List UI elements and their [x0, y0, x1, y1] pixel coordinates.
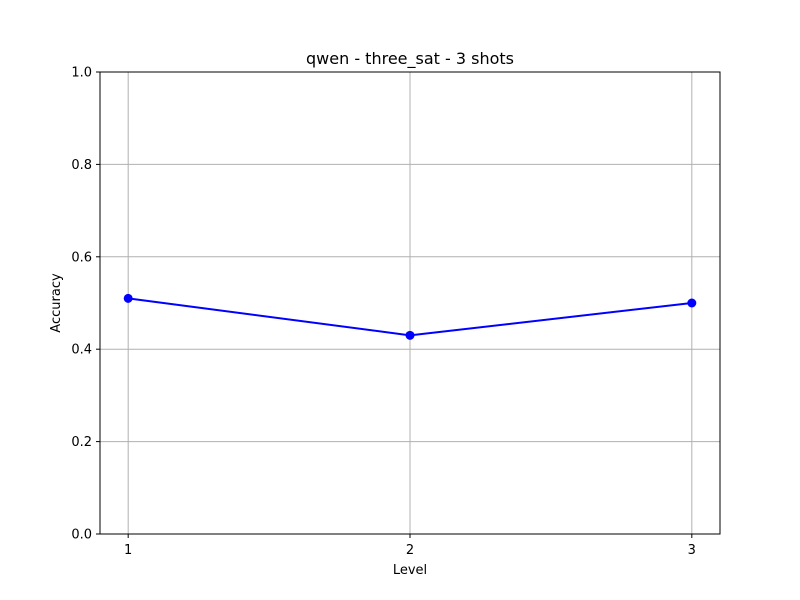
y-tick-label: 0.4	[71, 343, 92, 358]
chart-title: qwen - three_sat - 3 shots	[306, 49, 514, 69]
data-point	[123, 293, 133, 303]
y-tick-label: 0.2	[71, 435, 92, 450]
y-tick-label: 0.8	[71, 158, 92, 173]
x-tick-label: 2	[406, 543, 414, 558]
y-axis-title: Accuracy	[49, 273, 64, 333]
axis-ticks: 1 2 3 0.0 0.2 0.4 0.6 0.8 1.0	[71, 66, 696, 559]
y-tick-label: 0.0	[71, 528, 92, 543]
data-point	[687, 298, 697, 308]
y-tick-label: 0.6	[71, 250, 92, 265]
series-layer	[123, 293, 697, 340]
x-tick-label: 3	[688, 543, 696, 558]
x-tick-label: 1	[124, 543, 132, 558]
data-point	[405, 330, 415, 340]
x-axis-title: Level	[393, 563, 427, 578]
y-tick-label: 1.0	[71, 66, 92, 81]
